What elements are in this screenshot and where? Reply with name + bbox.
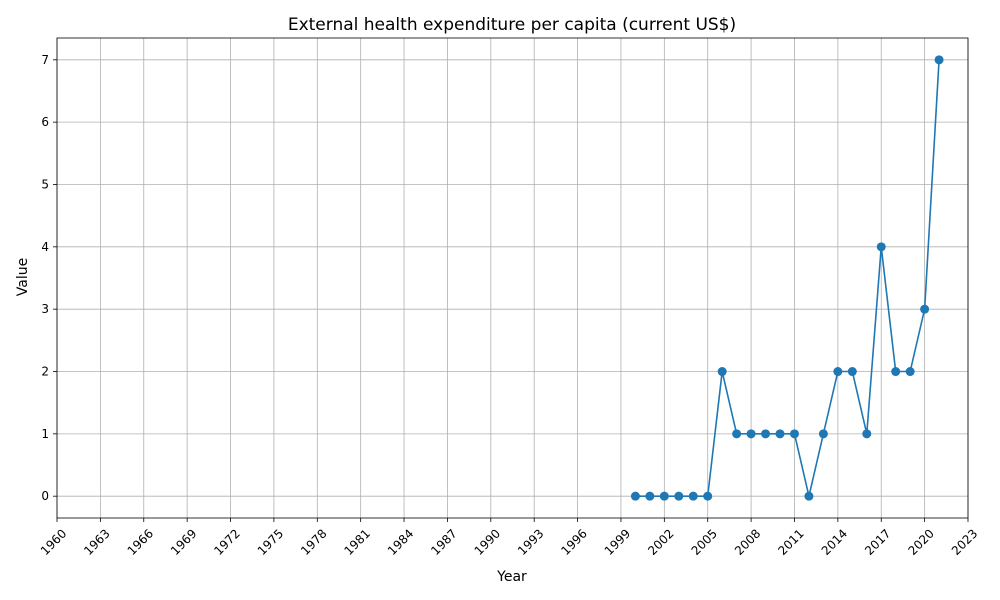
data-point (920, 304, 930, 314)
data-point (804, 491, 814, 501)
series-line (635, 59, 940, 497)
data-point (688, 491, 698, 501)
data-point (645, 491, 655, 501)
y-tick-label: 7 (41, 53, 49, 67)
x-axis-title: Year (496, 569, 527, 585)
data-point (934, 55, 944, 65)
data-point (674, 491, 684, 501)
data-point (891, 367, 901, 377)
y-tick-label: 0 (41, 489, 49, 503)
data-point (862, 429, 872, 439)
y-tick-label: 4 (41, 240, 49, 254)
y-tick-label: 5 (41, 177, 49, 191)
data-point (833, 367, 843, 377)
data-point (703, 491, 713, 501)
y-tick-label: 3 (41, 302, 49, 316)
plot-area (630, 55, 944, 501)
data-point (847, 367, 857, 377)
y-axis-title: Value (15, 258, 31, 296)
data-point (717, 367, 727, 377)
data-point (630, 491, 640, 501)
plot-frame (56, 37, 969, 519)
data-point (818, 429, 828, 439)
y-tick-label: 6 (41, 115, 49, 129)
y-tick-label: 2 (41, 365, 49, 379)
data-point (746, 429, 756, 439)
y-axis: 0 1 2 3 4 5 6 7 (41, 53, 57, 503)
data-point (761, 429, 771, 439)
gridlines (56, 38, 969, 518)
chart-title: External health expenditure per capita (… (288, 15, 736, 35)
data-point (789, 429, 799, 439)
y-tick-label: 1 (41, 427, 49, 441)
data-point (775, 429, 785, 439)
data-point (732, 429, 742, 439)
data-point (659, 491, 669, 501)
data-point (905, 367, 915, 377)
data-point (876, 242, 886, 252)
